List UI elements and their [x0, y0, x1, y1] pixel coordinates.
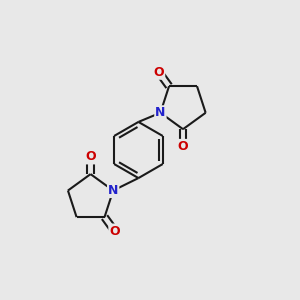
Text: N: N [108, 184, 119, 197]
Text: O: O [109, 224, 120, 238]
Text: O: O [154, 66, 164, 79]
Text: O: O [85, 150, 96, 164]
Text: N: N [155, 106, 166, 119]
Text: O: O [178, 140, 188, 153]
